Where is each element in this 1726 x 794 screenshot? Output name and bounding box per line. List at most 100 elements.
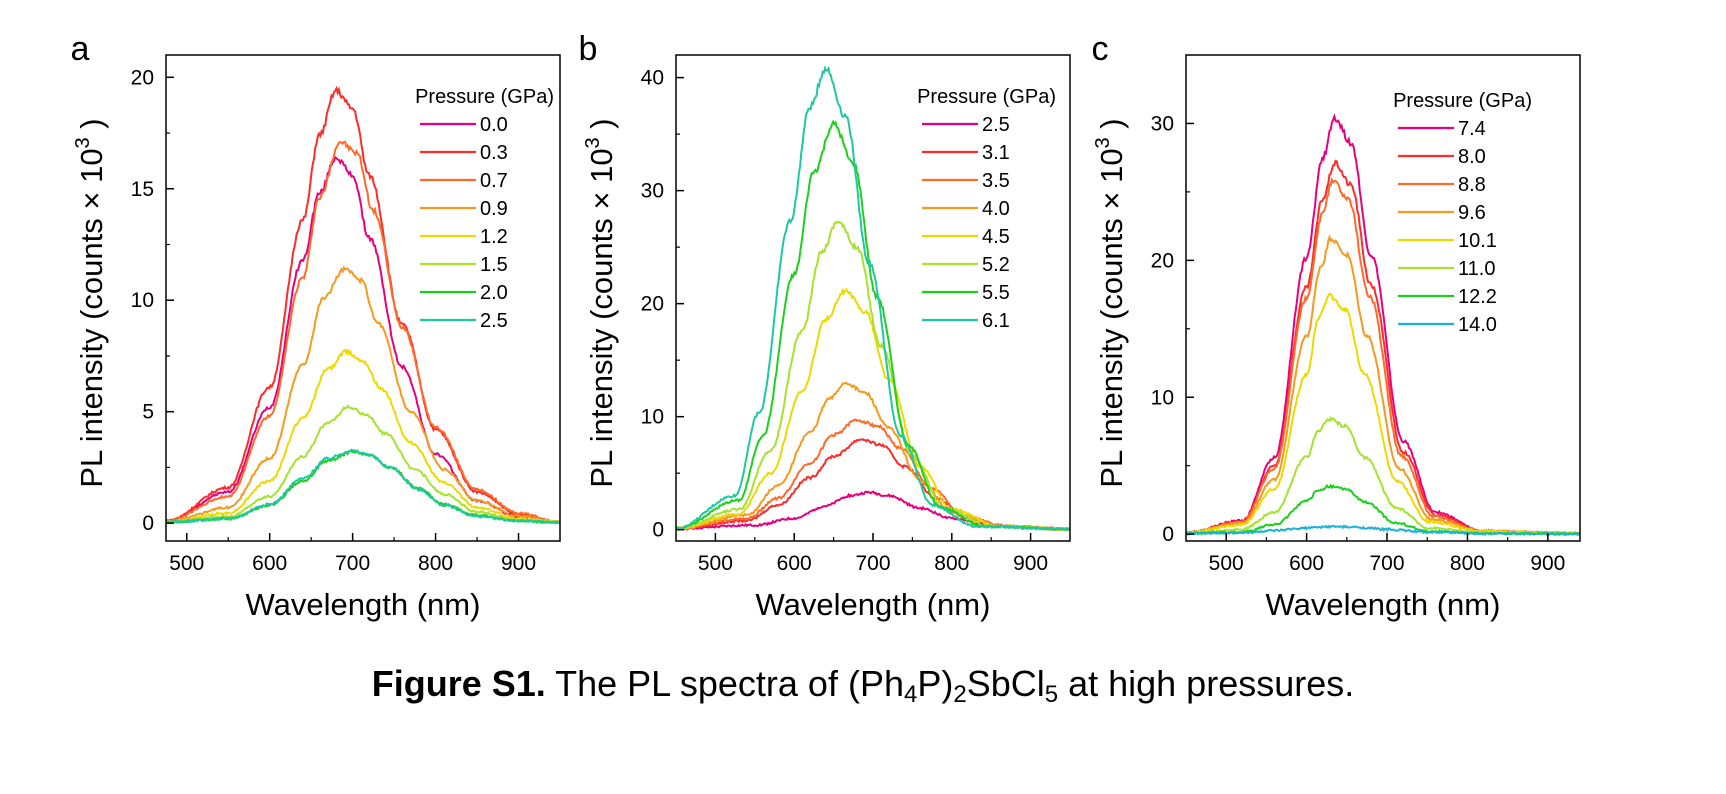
y-tick-label: 5 xyxy=(142,401,154,424)
y-tick-label: 0 xyxy=(142,512,154,535)
y-tick-label: 0 xyxy=(652,519,664,542)
legend-entry: 6.1 xyxy=(982,310,1010,332)
series-line-0.9 xyxy=(165,265,560,524)
legend-title: Pressure (GPa) xyxy=(415,86,554,108)
series-line-8.0 xyxy=(1185,159,1580,536)
y-axis-label-exponent: 3 xyxy=(1092,137,1114,148)
series-line-3.5 xyxy=(675,418,1071,531)
series-line-14.0 xyxy=(1185,524,1580,537)
legend-entry: 14.0 xyxy=(1458,314,1497,336)
caption-label: Figure S1. xyxy=(371,663,546,704)
y-tick-label: 0 xyxy=(1162,523,1174,546)
y-axis-label-main: PL intensity (counts xyxy=(74,210,109,488)
y-axis-label-base: 10 xyxy=(584,148,619,182)
y-axis-label-exponent: 3 xyxy=(72,137,94,148)
legend-entry: 0.7 xyxy=(480,170,508,192)
legend-entry: 7.4 xyxy=(1458,118,1486,140)
y-tick-label: 30 xyxy=(1151,112,1174,135)
x-axis-label: Wavelength (nm) xyxy=(756,587,991,622)
panel-label: a xyxy=(71,30,90,68)
series-line-1.2 xyxy=(165,347,560,524)
legend-entry: 1.2 xyxy=(480,226,508,248)
x-tick-label: 500 xyxy=(1209,552,1244,575)
x-tick-label: 700 xyxy=(855,552,890,575)
panel-a: 500 600 700 800 900 0 5 10 15 20 Wavelength (nm) PL… xyxy=(71,30,561,622)
legend-title: Pressure (GPa) xyxy=(917,86,1056,108)
legend-title: Pressure (GPa) xyxy=(1393,90,1532,112)
plot-frame xyxy=(165,54,561,542)
caption-sub-2: 2 xyxy=(953,681,967,708)
series-line-2.5 xyxy=(165,448,560,525)
legend-entry: 3.1 xyxy=(982,142,1010,164)
x-tick-label: 500 xyxy=(698,552,733,575)
y-axis-label-close: ) xyxy=(584,118,619,137)
x-tick-label: 500 xyxy=(169,552,204,575)
y-axis-label: PL intensity (counts × 103 ) xyxy=(582,118,619,487)
legend-entry: 4.0 xyxy=(982,198,1010,220)
y-axis-label-main: PL intensity (counts xyxy=(1094,210,1129,488)
x-tick-label: 900 xyxy=(1013,552,1048,575)
x-axis-label: Wavelength (nm) xyxy=(246,587,481,622)
x-tick-label: 600 xyxy=(1289,552,1324,575)
figure-caption: Figure S1. The PL spectra of (Ph4P)2SbCl… xyxy=(0,663,1726,709)
series-line-8.8 xyxy=(1185,176,1580,536)
legend-entry: 2.0 xyxy=(480,282,508,304)
caption-text-4: at high pressures. xyxy=(1058,663,1355,704)
x-tick-label: 600 xyxy=(252,552,287,575)
series-line-0.7 xyxy=(165,140,560,524)
y-axis-label: PL intensity (counts × 103 ) xyxy=(72,118,109,487)
legend-entry: 10.1 xyxy=(1458,230,1497,252)
caption-text-3: SbCl xyxy=(966,663,1045,704)
legend-entry: 0.0 xyxy=(480,114,508,136)
panel-b: 500 600 700 800 900 0 10 20 30 40 Wavelength (nm) P… xyxy=(579,30,1071,622)
panel-c: 500 600 700 800 900 0 10 20 30 Wavelength (nm) PL … xyxy=(1092,30,1581,622)
y-axis-label-exponent: 3 xyxy=(582,137,604,148)
y-tick-label: 10 xyxy=(1151,386,1174,409)
caption-text-2: P) xyxy=(917,663,954,704)
y-axis-label-base: 10 xyxy=(1094,148,1129,182)
y-tick-label: 15 xyxy=(131,178,154,201)
legend-entry: 9.6 xyxy=(1458,202,1486,224)
y-tick-label: 20 xyxy=(641,293,664,316)
legend-entry: 1.5 xyxy=(480,254,508,276)
x-tick-label: 800 xyxy=(1450,552,1485,575)
legend-entry: 5.5 xyxy=(982,282,1010,304)
y-axis-label-close: ) xyxy=(1094,118,1129,137)
plot-frame xyxy=(1185,54,1581,542)
y-axis-label-times: × xyxy=(1094,183,1129,210)
y-tick-label: 10 xyxy=(641,406,664,429)
y-tick-label: 30 xyxy=(641,180,664,203)
legend-entry: 2.5 xyxy=(982,114,1010,136)
y-axis-label-base: 10 xyxy=(74,148,109,182)
x-tick-label: 900 xyxy=(1530,552,1565,575)
y-axis-label-times: × xyxy=(584,183,619,210)
legend-entry: 5.2 xyxy=(982,254,1010,276)
panel-label: b xyxy=(579,30,598,68)
legend-entry: 8.8 xyxy=(1458,174,1486,196)
y-tick-label: 20 xyxy=(1151,249,1174,272)
legend-entry: 12.2 xyxy=(1458,286,1497,308)
legend-entry: 0.9 xyxy=(480,198,508,220)
y-axis-label-main: PL intensity (counts xyxy=(584,210,619,488)
y-tick-label: 40 xyxy=(641,67,664,90)
y-axis-label-close: ) xyxy=(74,118,109,137)
caption-text-1: The PL spectra of (Ph xyxy=(545,663,904,704)
y-axis-label-times: × xyxy=(74,183,109,210)
x-tick-label: 800 xyxy=(418,552,453,575)
series-line-4.0 xyxy=(676,381,1071,531)
plot-frame xyxy=(675,54,1071,542)
legend-entry: 4.5 xyxy=(982,226,1010,248)
x-axis-label: Wavelength (nm) xyxy=(1266,587,1501,622)
x-tick-label: 700 xyxy=(335,552,370,575)
y-tick-label: 10 xyxy=(131,289,154,312)
x-tick-label: 900 xyxy=(501,552,536,575)
legend-entry: 8.0 xyxy=(1458,146,1486,168)
x-tick-label: 600 xyxy=(777,552,812,575)
series-line-6.1 xyxy=(675,65,1070,532)
caption-sub-3: 5 xyxy=(1044,681,1059,708)
y-tick-label: 20 xyxy=(131,66,154,89)
legend-entry: 3.5 xyxy=(982,170,1010,192)
x-tick-label: 800 xyxy=(934,552,969,575)
panel-label: c xyxy=(1092,30,1109,68)
